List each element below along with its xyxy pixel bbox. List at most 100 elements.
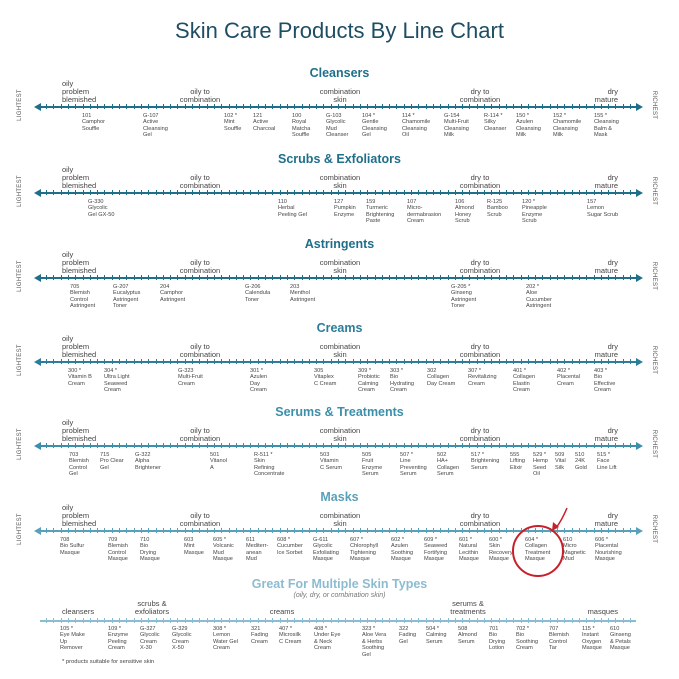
axis-tick xyxy=(425,359,427,364)
product-item: G-611 Glycolic Exfoliating Masque xyxy=(313,537,339,563)
axis-tick xyxy=(432,190,434,195)
product-item: 101 Camphor Souffle xyxy=(82,113,106,132)
axis-tick xyxy=(206,190,208,195)
axis-tick xyxy=(564,190,566,195)
axis-tick xyxy=(206,443,208,448)
axis-tick xyxy=(89,104,91,109)
product-item: 709 Blemish Control Masque xyxy=(108,537,128,563)
axis-tick xyxy=(301,618,303,623)
product-item: R-125 Bamboo Scrub xyxy=(487,199,508,218)
axis-tick xyxy=(578,104,580,109)
axis-tick xyxy=(301,275,303,280)
axis-tick xyxy=(82,359,84,364)
axis-tick xyxy=(527,275,529,280)
axis-tick xyxy=(89,275,91,280)
axis-tick xyxy=(454,359,456,364)
axis-tick xyxy=(140,275,142,280)
axis-tick xyxy=(89,190,91,195)
axis-tick xyxy=(192,618,193,623)
axis-tick xyxy=(454,528,456,533)
axis-tick xyxy=(323,359,325,364)
axis-tick xyxy=(46,359,47,364)
axis-tick xyxy=(498,190,500,195)
product-item: 152 * Chamomile Cleansing Milk xyxy=(553,113,582,139)
axis-tick xyxy=(97,104,99,109)
axis-tick xyxy=(192,443,193,448)
axis-tick xyxy=(418,359,420,364)
axis-tick xyxy=(411,190,412,195)
axis-tick xyxy=(425,104,427,109)
axis-tick xyxy=(557,275,558,280)
multi-label-serums: serums & treatments xyxy=(450,599,486,616)
multi-label-cleansers: cleansers xyxy=(62,607,95,616)
product-item: 203 Menthol Astringent xyxy=(290,284,316,303)
axis-tick xyxy=(111,443,113,448)
section-title-masks: Masks xyxy=(320,490,359,504)
axis-tick xyxy=(155,104,157,109)
axis-tick xyxy=(250,275,252,280)
axis-tick xyxy=(578,528,580,533)
axis-tick xyxy=(622,443,624,448)
axis-tick xyxy=(484,443,485,448)
axis-tick xyxy=(272,618,274,623)
product-item: 100 Royal Matcha Souffle xyxy=(292,113,311,139)
axis-tick xyxy=(257,190,259,195)
axis-tick xyxy=(119,359,120,364)
axis-tick xyxy=(170,528,172,533)
axis-tick xyxy=(425,528,427,533)
product-item: G-205 * Ginseng Astringent Toner xyxy=(451,284,477,310)
axis-tick xyxy=(440,443,442,448)
axis-tick xyxy=(294,528,296,533)
axis-tick xyxy=(206,275,208,280)
axis-tick xyxy=(549,528,551,533)
axis-tick xyxy=(403,528,405,533)
axis-tick xyxy=(308,190,310,195)
product-item: 307 * Revitalizing Cream xyxy=(468,368,497,387)
axis-tick xyxy=(133,190,135,195)
axis-tick xyxy=(323,190,325,195)
axis-tick xyxy=(440,618,442,623)
axis-tick xyxy=(228,528,230,533)
axis-tick xyxy=(140,190,142,195)
axis-tick xyxy=(396,104,398,109)
axis-tick xyxy=(89,443,91,448)
axis-tick xyxy=(542,443,544,448)
axis-tick xyxy=(498,528,500,533)
axis-tick xyxy=(279,190,281,195)
product-item: 701 Bio Drying Lotion xyxy=(489,626,506,652)
axis-arrow-left xyxy=(34,274,41,282)
product-item: 157 Lemon Sugar Scrub xyxy=(587,199,619,218)
axis-tick xyxy=(46,618,47,623)
axis-tick xyxy=(257,275,259,280)
axis-tick xyxy=(359,618,361,623)
axis-tick xyxy=(374,104,376,109)
axis-tick xyxy=(316,618,318,623)
axis-tick xyxy=(228,104,230,109)
axis-tick xyxy=(148,618,150,623)
axis-tick xyxy=(352,443,354,448)
axis-tick xyxy=(469,443,471,448)
axis-tick xyxy=(60,359,62,364)
axis-tick xyxy=(425,443,427,448)
axis-tick xyxy=(432,618,434,623)
axis-tick xyxy=(549,359,551,364)
axis-tick xyxy=(359,275,361,280)
axis-tick xyxy=(476,443,478,448)
axis-tick xyxy=(498,359,500,364)
axis-tick xyxy=(564,443,566,448)
axis-tick xyxy=(308,104,310,109)
axis-tick xyxy=(323,443,325,448)
product-item: G-322 Alpha Brightener xyxy=(135,452,161,471)
axis-tick xyxy=(104,618,106,623)
product-item: G-154 Multi-Fruit Cleansing Milk xyxy=(444,113,469,139)
axis-tick xyxy=(440,275,442,280)
axis-tick xyxy=(608,618,610,623)
axis-tick xyxy=(352,618,354,623)
axis-tick xyxy=(155,359,157,364)
axis-tick xyxy=(119,275,120,280)
axis-tick xyxy=(396,275,398,280)
axis-tick xyxy=(454,618,456,623)
skin-label-oily: oily problem blemished xyxy=(62,79,97,104)
axis-tick xyxy=(338,528,339,533)
axis-tick xyxy=(454,443,456,448)
